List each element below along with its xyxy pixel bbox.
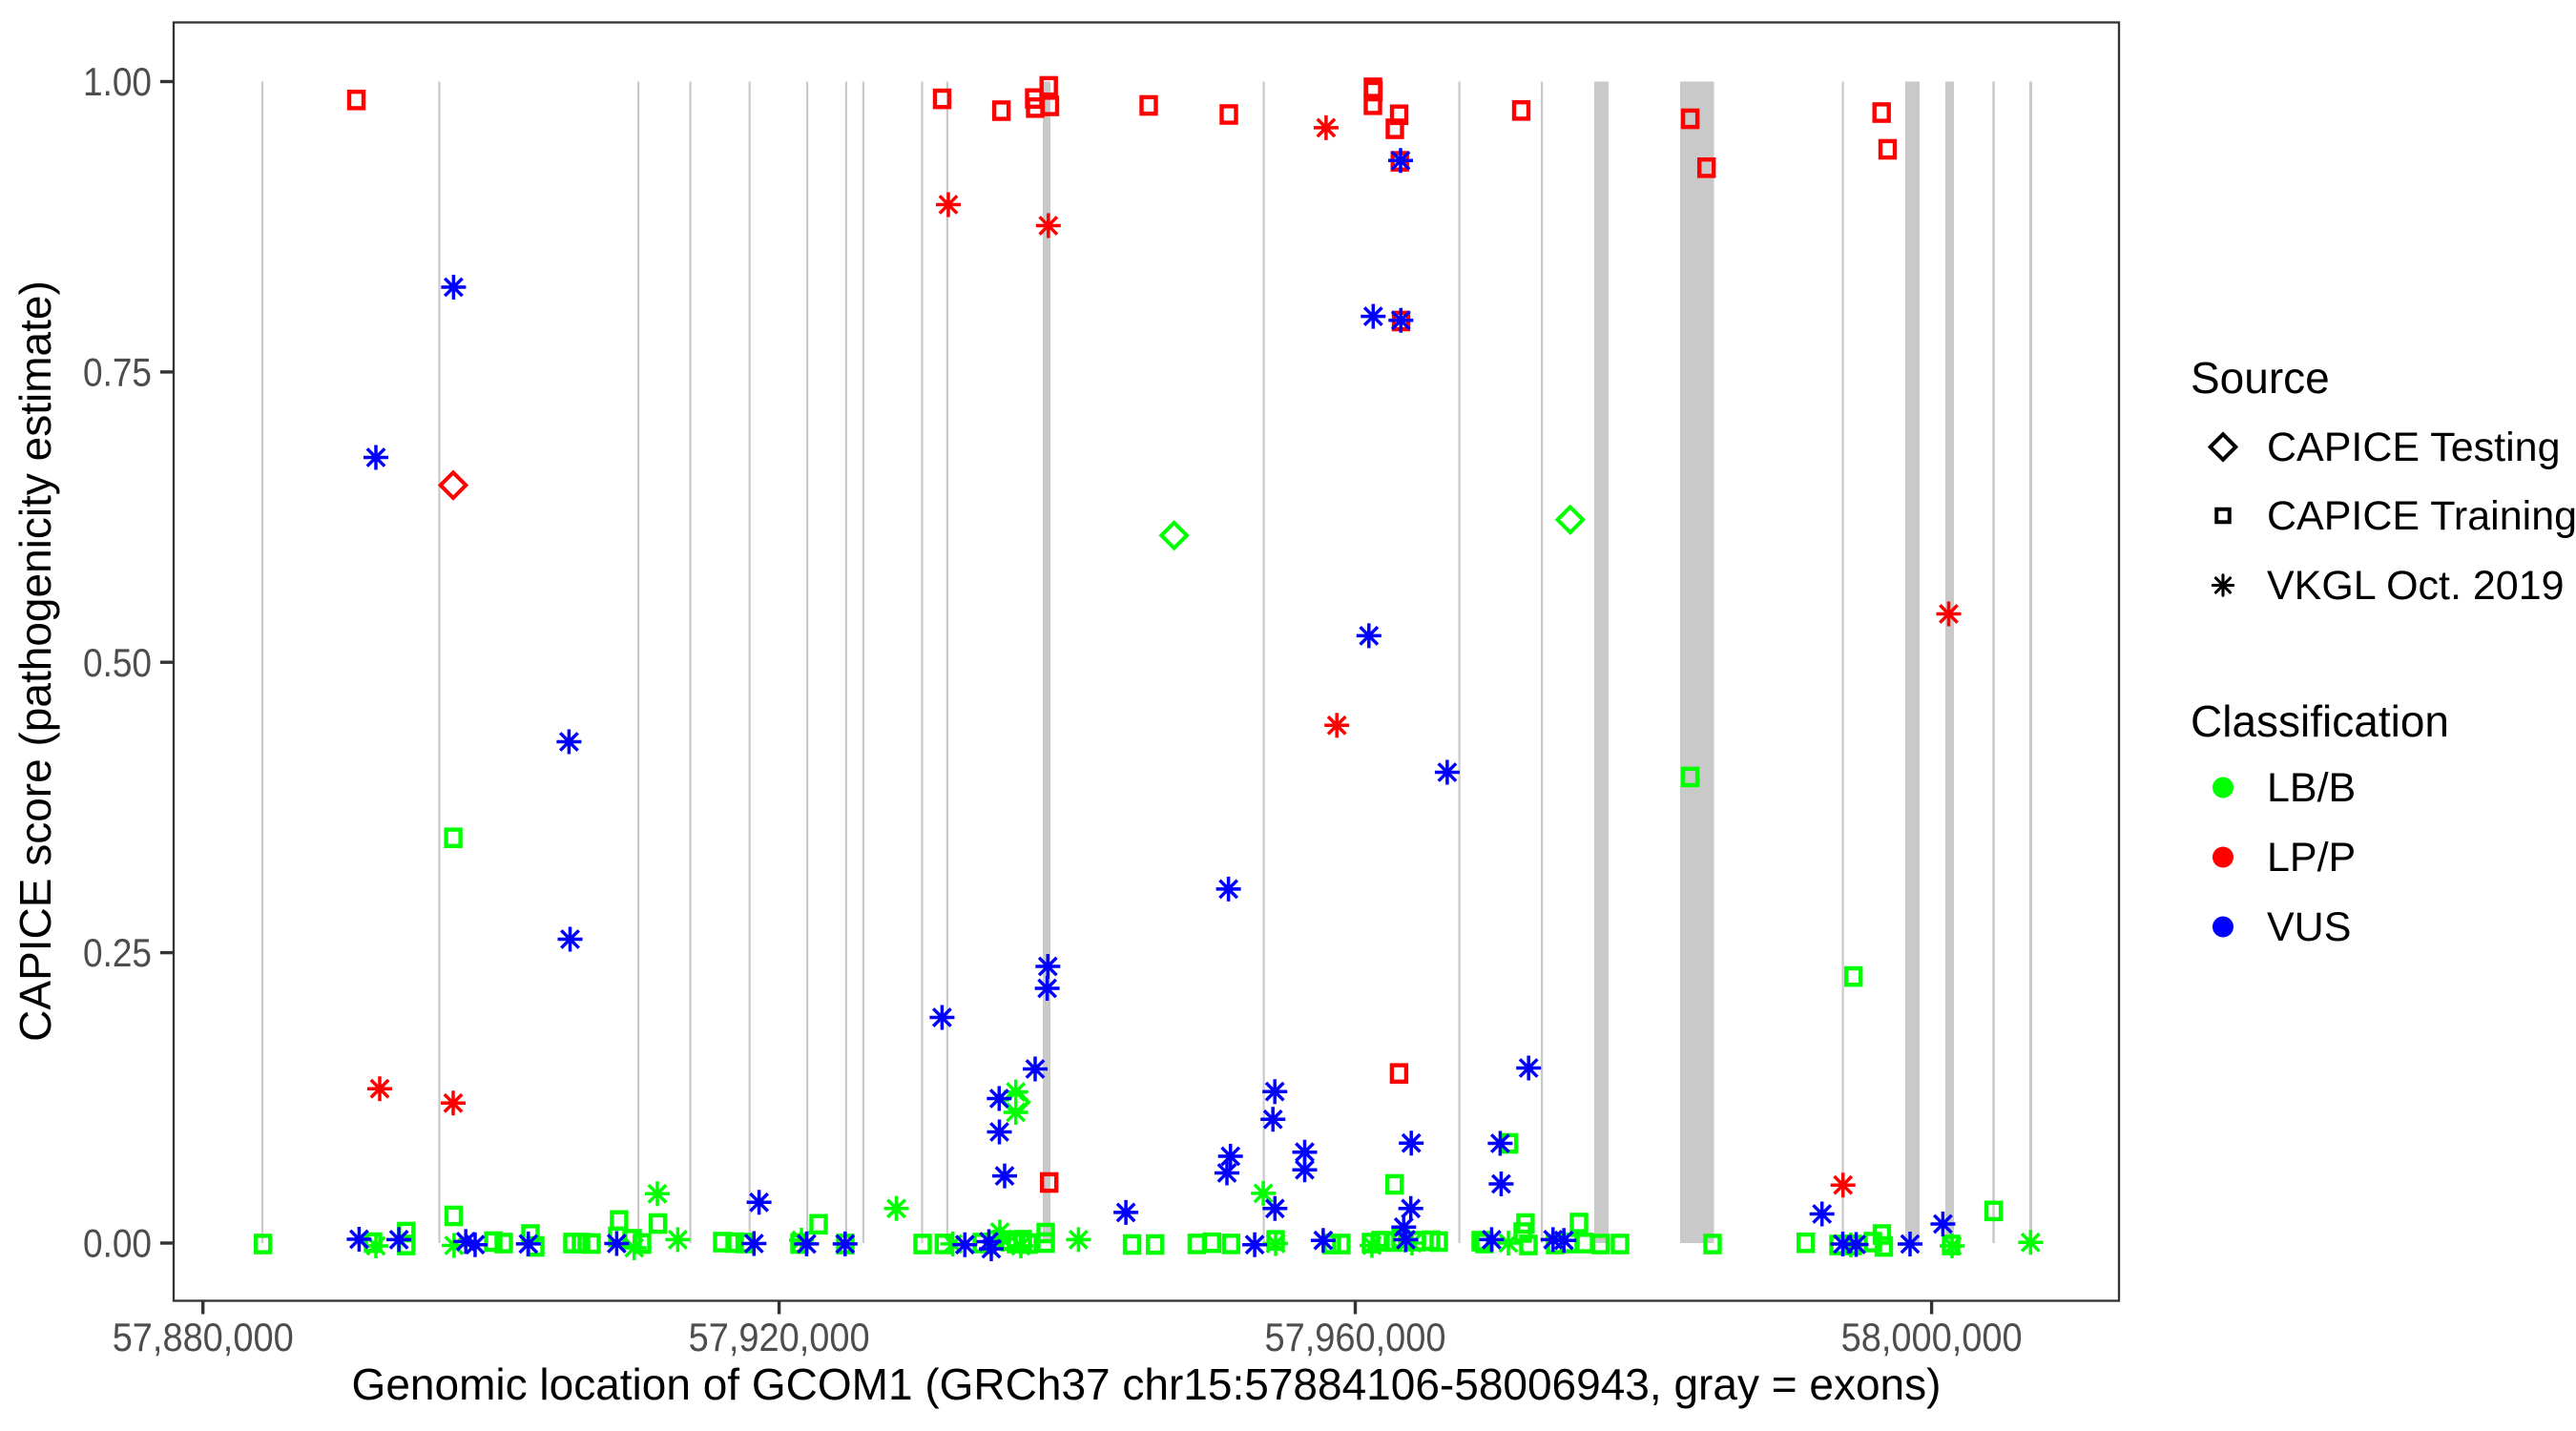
svg-text:0.25: 0.25 bbox=[83, 930, 152, 975]
svg-text:LP/P: LP/P bbox=[2267, 835, 2356, 881]
svg-text:LB/B: LB/B bbox=[2267, 765, 2356, 811]
svg-text:57,880,000: 57,880,000 bbox=[113, 1315, 294, 1359]
svg-text:57,920,000: 57,920,000 bbox=[689, 1315, 870, 1359]
svg-text:58,000,000: 58,000,000 bbox=[1841, 1315, 2023, 1359]
svg-text:57,960,000: 57,960,000 bbox=[1265, 1315, 1446, 1359]
svg-text:VUS: VUS bbox=[2267, 904, 2351, 950]
svg-text:Source: Source bbox=[2191, 353, 2330, 403]
svg-text:0.50: 0.50 bbox=[83, 640, 152, 685]
svg-text:0.00: 0.00 bbox=[83, 1221, 152, 1266]
svg-text:CAPICE Training: CAPICE Training bbox=[2267, 493, 2576, 539]
svg-text:Genomic location of GCOM1 (GRC: Genomic location of GCOM1 (GRCh37 chr15:… bbox=[352, 1359, 1942, 1409]
svg-text:1.00: 1.00 bbox=[83, 59, 152, 104]
svg-text:CAPICE score (pathogenicity es: CAPICE score (pathogenicity estimate) bbox=[10, 280, 60, 1042]
svg-text:VKGL Oct. 2019: VKGL Oct. 2019 bbox=[2267, 563, 2565, 609]
svg-text:CAPICE Testing: CAPICE Testing bbox=[2267, 425, 2561, 470]
svg-text:0.75: 0.75 bbox=[83, 349, 152, 394]
svg-text:Classification: Classification bbox=[2191, 696, 2449, 746]
